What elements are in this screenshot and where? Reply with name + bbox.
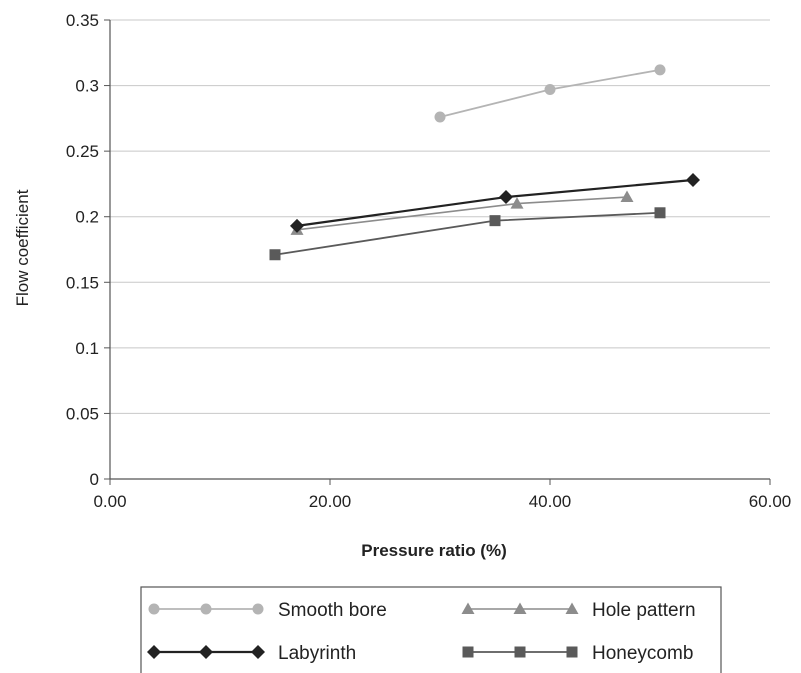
data-point-labyrinth-0 xyxy=(290,218,304,233)
x-tick-label-2: 40.00 xyxy=(529,492,572,511)
y-axis-title: Flow coefficient xyxy=(13,189,32,306)
y-tick-label-1: 0.05 xyxy=(66,404,99,423)
legend-marker-hole-pattern-2 xyxy=(565,602,579,614)
legend-marker-smooth-bore-0 xyxy=(148,603,160,615)
x-tick-label-3: 60.00 xyxy=(749,492,792,511)
legend-label-honeycomb: Honeycomb xyxy=(592,643,693,664)
data-point-labyrinth-1 xyxy=(499,190,513,205)
data-point-hole-pattern-2 xyxy=(620,190,634,203)
y-tick-label-2: 0.1 xyxy=(75,339,99,358)
data-point-honeycomb-1 xyxy=(489,215,501,227)
axes xyxy=(109,20,771,485)
data-point-labyrinth-2 xyxy=(686,172,700,187)
legend-marker-labyrinth-1 xyxy=(199,645,213,659)
series-honeycomb xyxy=(269,207,666,261)
data-point-smooth-bore-2 xyxy=(654,64,666,76)
legend: Smooth bore Hole pattern Labyrinth Honeycom… xyxy=(140,586,722,673)
legend-box xyxy=(140,586,722,673)
y-tick-label-4: 0.2 xyxy=(75,208,99,227)
y-tick-label-7: 0.35 xyxy=(66,11,99,30)
x-axis-title: Pressure ratio (%) xyxy=(361,541,507,560)
legend-label-smooth-bore: Smooth bore xyxy=(278,600,387,621)
legend-item-smooth-bore: Smooth bore xyxy=(148,600,387,621)
legend-label-labyrinth: Labyrinth xyxy=(278,643,356,664)
legend-marker-honeycomb-2 xyxy=(566,646,578,658)
data-point-honeycomb-0 xyxy=(269,249,281,261)
y-tick-label-6: 0.3 xyxy=(75,77,99,96)
legend-marker-honeycomb-1 xyxy=(514,646,526,658)
legend-marker-hole-pattern-0 xyxy=(461,602,475,614)
legend-marker-smooth-bore-1 xyxy=(200,603,212,615)
x-tick-label-0: 0.00 xyxy=(93,492,126,511)
legend-label-hole-pattern: Hole pattern xyxy=(592,600,696,621)
y-tick-labels: 0 0.05 0.1 0.15 0.2 0.25 0.3 0.35 xyxy=(66,11,99,489)
series-hole-pattern xyxy=(290,190,634,235)
series-smooth-bore xyxy=(434,64,666,123)
data-point-smooth-bore-1 xyxy=(544,84,556,96)
x-tick-label-1: 20.00 xyxy=(309,492,352,511)
y-tick-label-5: 0.25 xyxy=(66,142,99,161)
data-point-honeycomb-2 xyxy=(654,207,666,219)
legend-item-honeycomb: Honeycomb xyxy=(462,643,693,664)
data-point-smooth-bore-0 xyxy=(434,111,446,123)
legend-marker-hole-pattern-1 xyxy=(513,602,527,614)
series-labyrinth xyxy=(290,172,700,233)
x-tick-labels: 0.00 20.00 40.00 60.00 xyxy=(93,492,791,511)
legend-item-labyrinth: Labyrinth xyxy=(147,643,356,664)
gridlines xyxy=(104,19,770,480)
series-layer xyxy=(269,64,700,261)
legend-marker-labyrinth-0 xyxy=(147,645,161,659)
legend-marker-smooth-bore-2 xyxy=(252,603,264,615)
legend-marker-honeycomb-0 xyxy=(462,646,474,658)
legend-marker-labyrinth-2 xyxy=(251,645,265,659)
data-point-hole-pattern-1 xyxy=(510,197,524,209)
legend-item-hole-pattern: Hole pattern xyxy=(461,600,696,621)
y-tick-label-3: 0.15 xyxy=(66,273,99,292)
y-tick-label-0: 0 xyxy=(90,470,99,489)
series-line-honeycomb xyxy=(274,211,661,256)
